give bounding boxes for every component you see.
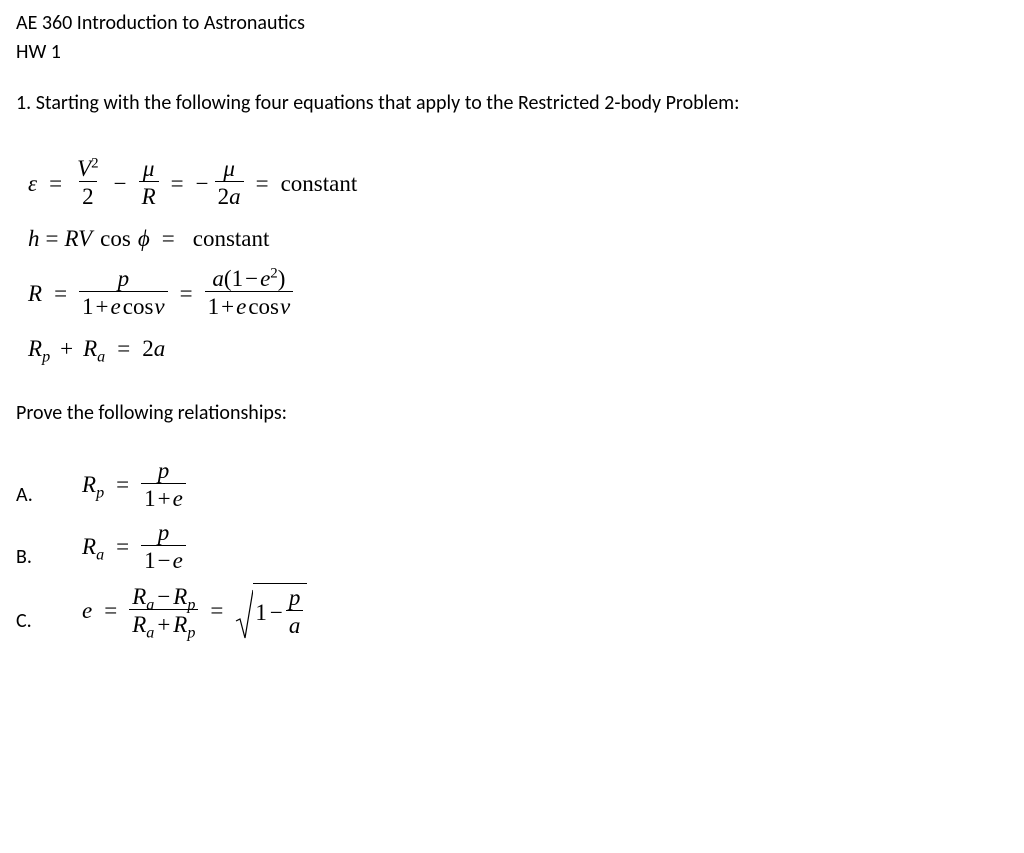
item-b: B. Ra = p 1−e (16, 521, 1008, 573)
item-a: A. Rp = p 1+e (16, 459, 1008, 511)
problem-prompt: 1. Starting with the following four equa… (16, 90, 1008, 117)
hw-number: HW 1 (16, 39, 1008, 66)
page: AE 360 Introduction to Astronautics HW 1… (0, 0, 1024, 664)
prove-label: Prove the following relationships: (16, 400, 1008, 427)
course-title: AE 360 Introduction to Astronautics (16, 10, 1008, 37)
eq-energy: ε = V2 2 − μ R = − μ 2a = constant (28, 157, 1008, 209)
given-equations: ε = V2 2 − μ R = − μ 2a = constant h = R (28, 157, 1008, 364)
item-c: C. e = Ra−Rp Ra+Rp = 1− (16, 583, 1008, 638)
eq-angular-momentum: h = RV cos ϕ = constant (28, 223, 1008, 253)
eq-rp-ra: Rp + Ra = 2a (28, 334, 1008, 364)
eq-conic: R = p 1+ecosν = a(1−e2) 1+ecosν (28, 267, 1008, 319)
